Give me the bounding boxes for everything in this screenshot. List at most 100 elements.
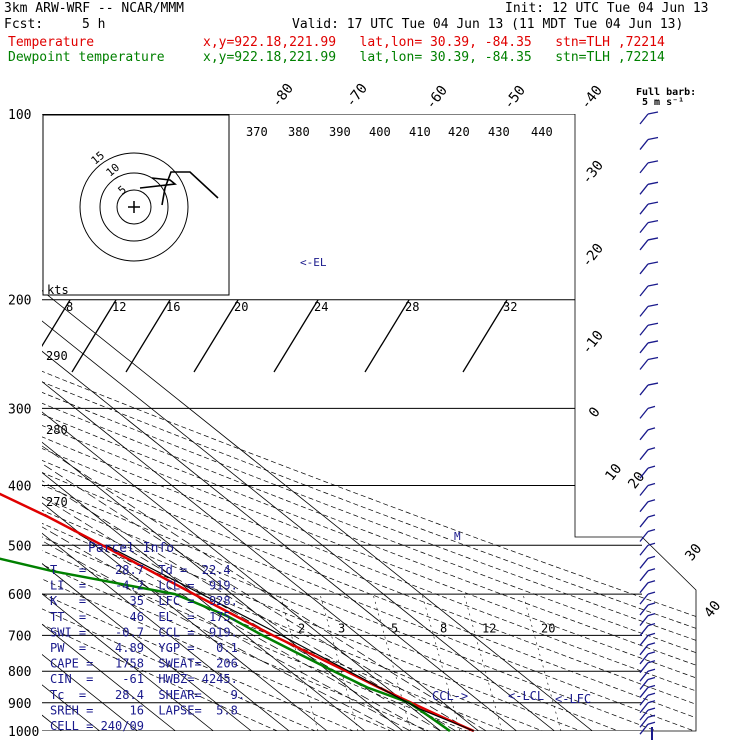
wind-barb xyxy=(639,113,649,125)
hodograph-speed-label: 20 xyxy=(234,300,248,314)
temperature-location: x,y=922.18,221.99 lat,lon= 30.39, -84.35… xyxy=(203,35,665,50)
wind-barb xyxy=(639,716,649,728)
dry-adiabat xyxy=(42,392,696,641)
wind-barb xyxy=(639,644,649,656)
wind-barb-flag xyxy=(647,660,656,664)
moist-adiabat xyxy=(42,526,411,731)
parcel-info-row: T = 28.7 Td = 22.4 xyxy=(50,563,231,577)
theta-label: 410 xyxy=(409,125,431,139)
wind-barb xyxy=(639,501,649,513)
wind-barb-flag xyxy=(647,237,659,241)
parcel-info-row: SWI = -0.7 CCL = 919. xyxy=(50,625,238,639)
wind-barb-flag xyxy=(647,405,656,410)
wind-barb xyxy=(639,449,649,461)
wind-barb-flag xyxy=(647,382,659,386)
pressure-tick-label: 500 xyxy=(8,539,31,554)
isotherm xyxy=(42,320,555,731)
isotherm-label: -60 xyxy=(423,83,451,113)
init-time: Init: 12 UTC Tue 04 Jun 13 xyxy=(505,1,709,16)
wind-barb xyxy=(639,359,649,370)
wind-barb-flag xyxy=(647,602,656,606)
isotherm xyxy=(42,381,479,731)
hodograph-speed-label: 28 xyxy=(405,300,419,314)
wind-barbs: Full barb:5 m s⁻¹ xyxy=(636,87,696,740)
wind-barb xyxy=(639,384,649,396)
wind-barb-flag xyxy=(647,220,659,224)
wind-barb-flag xyxy=(647,568,656,572)
wind-barb xyxy=(639,679,649,690)
hodograph-ring xyxy=(79,152,189,262)
wind-barb-flag xyxy=(647,160,659,164)
speed-guide xyxy=(71,299,117,373)
isotherm-label: -20 xyxy=(579,241,607,271)
dry-adiabat xyxy=(42,402,696,654)
hodograph-speed-label: 24 xyxy=(314,300,328,314)
moist-adiabat xyxy=(42,496,441,731)
wind-barb xyxy=(639,222,649,234)
wind-barb xyxy=(639,570,649,582)
wind-barb xyxy=(639,582,649,594)
hodograph-trace xyxy=(161,171,219,206)
speed-guide xyxy=(462,299,508,373)
parcel-info-title: Parcel Info xyxy=(88,541,174,556)
wind-barb-flag xyxy=(647,714,656,718)
wind-barb xyxy=(639,285,649,297)
valid-time: Valid: 17 UTC Tue 04 Jun 13 (11 MDT Tue … xyxy=(292,17,684,32)
dry-adiabat xyxy=(42,578,392,731)
wind-barb xyxy=(639,723,649,735)
wind-barb-flag xyxy=(647,499,656,503)
isotherm xyxy=(42,472,366,731)
theta-label: 430 xyxy=(488,125,510,139)
mixing-ratio-label: 2 xyxy=(298,621,305,635)
wind-barb xyxy=(639,670,649,682)
wind-barb xyxy=(639,516,649,528)
series-layer xyxy=(0,492,475,733)
theta-label: 390 xyxy=(329,125,351,139)
isotherm xyxy=(42,532,290,731)
wind-barb-flag xyxy=(647,528,656,533)
dry-adiabat xyxy=(42,496,620,731)
mixing-ratio-label: 20 xyxy=(541,621,555,635)
parcel-info-row: PW = 4.89 YGP = 0.1 xyxy=(50,641,238,655)
theta-label: 420 xyxy=(448,125,470,139)
wind-barb-flag xyxy=(647,721,656,725)
speed-guide xyxy=(193,299,239,373)
wind-barb-flag xyxy=(647,632,656,637)
moist-adiabat xyxy=(42,540,396,731)
wind-barb xyxy=(639,162,649,174)
mixing-ratio-line xyxy=(279,594,319,731)
isotherm-label: 30 xyxy=(682,541,705,564)
forecast-hour: 5 h xyxy=(82,17,106,32)
dewpoint-location: x,y=922.18,221.99 lat,lon= 30.39, -84.35… xyxy=(203,50,665,65)
speed-guide xyxy=(364,299,410,373)
wind-barb-flag xyxy=(647,427,656,431)
plot-right-boundary xyxy=(574,114,697,732)
wind-barb-flag xyxy=(647,201,659,205)
theta-label: 370 xyxy=(246,125,268,139)
wind-barb-flag xyxy=(647,555,656,559)
isotherm-label: -80 xyxy=(269,81,297,111)
series-parcel xyxy=(106,544,475,732)
pressure-tick-label: 100 xyxy=(8,108,31,123)
moist-adiabat xyxy=(42,511,426,731)
dry-adiabat xyxy=(42,564,430,731)
wind-barb xyxy=(639,593,649,605)
wind-barb xyxy=(639,467,649,479)
pressure-tick-label: 1000 xyxy=(8,725,39,740)
hodograph-ring xyxy=(99,172,169,242)
hodograph-trace-inner xyxy=(139,177,178,189)
speed-guide xyxy=(125,299,171,373)
isotherm xyxy=(42,350,517,731)
wind-barb-flag xyxy=(647,707,656,711)
mixing-ratio-label: 5 xyxy=(391,621,398,635)
wind-barb xyxy=(639,625,649,637)
wind-barb xyxy=(639,263,649,275)
wind-barb-flag xyxy=(647,542,656,546)
el-marker: <-EL xyxy=(300,256,327,269)
isotherm-label: 10 xyxy=(602,461,625,484)
wind-barb xyxy=(639,324,649,336)
hodograph-unit: kts xyxy=(47,283,69,297)
dry-adiabat xyxy=(42,448,696,705)
